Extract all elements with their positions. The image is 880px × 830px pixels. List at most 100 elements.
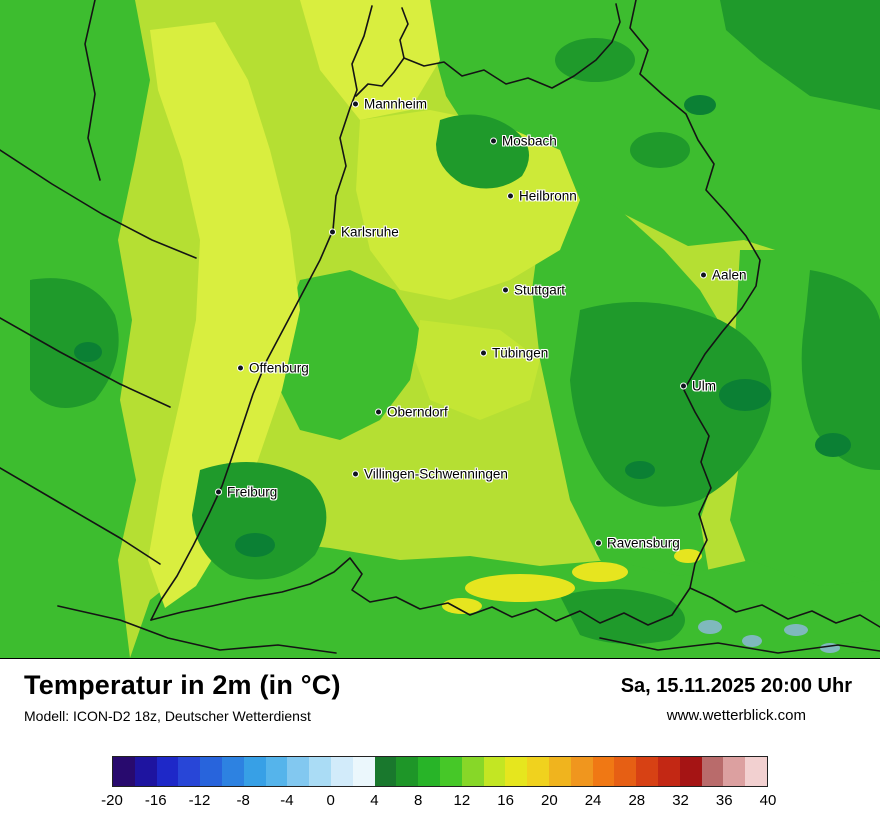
colorbar-segment — [548, 757, 571, 786]
city-dot-icon — [595, 539, 602, 547]
colorbar-segment — [396, 757, 419, 786]
colorbar-segment — [287, 757, 310, 786]
colorbar-gradient — [112, 756, 768, 787]
city-dot-icon — [490, 137, 497, 145]
colorbar-tick-label: 24 — [584, 792, 602, 809]
city-dot-icon — [352, 470, 359, 478]
city-dot-icon — [480, 349, 487, 357]
title-block: Temperatur in 2m (in °C) Modell: ICON-D2… — [24, 670, 341, 724]
city-marker: Freiburg — [215, 485, 277, 500]
website-label: www.wetterblick.com — [666, 707, 806, 724]
city-dot-icon — [700, 271, 707, 279]
colorbar-segment — [418, 757, 440, 786]
city-dot-icon — [680, 382, 687, 390]
city-marker: Mannheim — [352, 97, 427, 112]
colorbar-tick-label: -8 — [236, 792, 250, 809]
page-title: Temperatur in 2m (in °C) — [24, 670, 341, 700]
colorbar-segment — [679, 757, 702, 786]
city-label: Ravensburg — [607, 535, 680, 551]
colorbar-segment — [527, 757, 549, 786]
map-border-lines — [0, 0, 880, 654]
city-marker: Mosbach — [490, 134, 557, 149]
city-label: Aalen — [712, 267, 747, 283]
city-dot-icon — [507, 192, 514, 200]
city-dot-icon — [215, 488, 222, 496]
map-canvas — [0, 0, 880, 658]
colorbar-tick-label: 32 — [672, 792, 689, 809]
colorbar-tick-label: 16 — [497, 792, 514, 809]
datetime-label: Sa, 15.11.2025 20:00 Uhr — [620, 675, 852, 697]
colorbar-segment — [614, 757, 637, 786]
colorbar-segment — [439, 757, 462, 786]
city-dot-icon — [329, 228, 336, 236]
colorbar-segment — [723, 757, 746, 786]
colorbar-segment — [178, 757, 201, 786]
colorbar-tick-label: 8 — [413, 792, 423, 809]
datetime-block: Sa, 15.11.2025 20:00 Uhr www.wetterblick… — [621, 675, 852, 724]
colorbar-tick-label: 20 — [540, 792, 558, 809]
city-dot-icon — [502, 286, 509, 294]
city-label: Mannheim — [364, 96, 428, 112]
colorbar-segment — [221, 757, 244, 786]
city-label: Villingen-Schwenningen — [364, 466, 508, 482]
colorbar-segment — [701, 757, 724, 786]
city-label: Tübingen — [492, 345, 549, 361]
colorbar: -20 -16 -12 -8 -4 0 4 8 12 16 20 24 28 32 36 40 — [101, 756, 776, 812]
colorbar-tick-label: 0 — [326, 792, 335, 809]
city-marker: Ulm — [680, 379, 716, 394]
city-label: Karlsruhe — [341, 224, 399, 240]
city-marker: Oberndorf — [375, 405, 448, 420]
colorbar-segment — [374, 757, 397, 786]
city-marker: Tübingen — [480, 346, 548, 361]
city-label: Offenburg — [249, 360, 309, 376]
colorbar-tick-label: 4 — [370, 792, 379, 809]
colorbar-segment — [134, 757, 157, 786]
city-label: Stuttgart — [514, 282, 566, 298]
footer: Temperatur in 2m (in °C) Modell: ICON-D2… — [0, 658, 880, 830]
colorbar-tick-label: -12 — [188, 792, 211, 809]
city-label: Heilbronn — [519, 188, 577, 204]
colorbar-segment — [570, 757, 593, 786]
city-marker: Aalen — [700, 268, 747, 283]
colorbar-tick-label: -20 — [101, 792, 123, 809]
city-dot-icon — [375, 408, 382, 416]
city-label: Oberndorf — [387, 404, 448, 420]
city-marker: Stuttgart — [502, 283, 565, 298]
colorbar-segment — [330, 757, 353, 786]
colorbar-ticks: -20 -16 -12 -8 -4 0 4 8 12 16 20 24 28 32 36 40 — [101, 790, 776, 812]
colorbar-segment — [352, 757, 375, 786]
colorbar-segment — [636, 757, 658, 786]
city-label: Freiburg — [227, 484, 278, 500]
colorbar-segment — [200, 757, 222, 786]
colorbar-tick-label: 28 — [628, 792, 646, 809]
colorbar-segment — [483, 757, 506, 786]
colorbar-tick-label: -16 — [144, 792, 167, 809]
colorbar-segment — [592, 757, 615, 786]
city-label: Mosbach — [502, 133, 557, 149]
colorbar-segment — [309, 757, 331, 786]
city-dot-icon — [352, 100, 359, 108]
colorbar-segment — [505, 757, 528, 786]
colorbar-segment — [745, 757, 767, 786]
colorbar-tick-label: -4 — [280, 792, 294, 809]
colorbar-tick-label: 36 — [715, 792, 733, 809]
city-marker: Ravensburg — [595, 536, 680, 551]
city-dot-icon — [237, 364, 244, 372]
colorbar-tick-label: 12 — [453, 792, 471, 809]
city-marker: Karlsruhe — [329, 225, 399, 240]
colorbar-segment — [156, 757, 179, 786]
model-info: Modell: ICON-D2 18z, Deutscher Wetterdie… — [24, 708, 311, 724]
city-label: Ulm — [692, 378, 716, 394]
colorbar-segment — [657, 757, 680, 786]
colorbar-segment — [461, 757, 484, 786]
colorbar-segment — [243, 757, 266, 786]
city-marker: Villingen-Schwenningen — [352, 467, 508, 482]
colorbar-tick-label: 40 — [759, 792, 777, 809]
city-marker: Offenburg — [237, 361, 309, 376]
city-marker: Heilbronn — [507, 189, 577, 204]
map-fill-regions — [0, 0, 880, 658]
colorbar-segment — [113, 757, 135, 786]
city-layer: Mannheim Mosbach Heilbronn Karlsruhe Stuttga… — [215, 97, 747, 551]
temperature-map: Mannheim Mosbach Heilbronn Karlsruhe Stuttga… — [0, 0, 880, 658]
colorbar-segment — [265, 757, 288, 786]
